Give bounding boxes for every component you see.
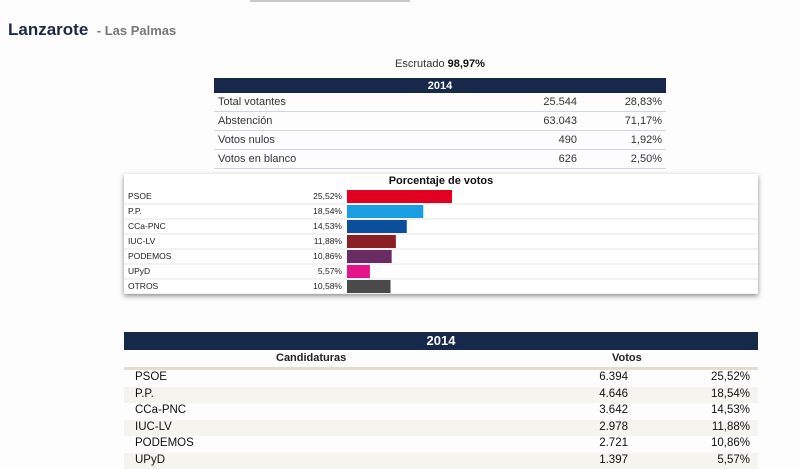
bar-otros bbox=[347, 280, 391, 293]
value-label: 5,57% bbox=[318, 266, 343, 276]
table-row: PODEMOS 2.721 10,86% bbox=[124, 436, 758, 453]
party-pct: 18,54% bbox=[711, 388, 750, 400]
category-label: UPyD bbox=[128, 266, 150, 276]
summary-table: 2014 Total votantes 25.544 28,83% Absten… bbox=[214, 78, 666, 169]
party-pct: 25,52% bbox=[711, 371, 750, 383]
table-row: Votos en blanco 626 2,50% bbox=[214, 150, 666, 169]
table-row: CCa-PNC 3.642 14,53% bbox=[124, 403, 758, 420]
scrutiny-label: Escrutado bbox=[395, 58, 445, 70]
value-label: 11,88% bbox=[314, 236, 343, 246]
top-divider bbox=[250, 0, 410, 2]
party-name: IUC-LV bbox=[135, 421, 172, 433]
value-label: 25,52% bbox=[313, 191, 342, 201]
table-row: P.P. 4.646 18,54% bbox=[124, 387, 758, 404]
value-label: 18,54% bbox=[313, 206, 342, 216]
bar-cca-pnc bbox=[347, 220, 407, 233]
results-column-headers: Candidaturas Votos bbox=[124, 350, 758, 370]
bar-psoe bbox=[347, 190, 452, 203]
column-header-candidaturas: Candidaturas bbox=[276, 352, 346, 364]
party-votes: 3.642 bbox=[599, 404, 628, 416]
party-name: PODEMOS bbox=[135, 437, 194, 449]
scrutiny-value: 98,97% bbox=[448, 58, 485, 70]
summary-pct: 71,17% bbox=[581, 112, 666, 131]
region-title: Lanzarote bbox=[8, 20, 88, 39]
page-header: Lanzarote - Las Palmas bbox=[8, 20, 176, 40]
results-table: 2014 Candidaturas Votos PSOE 6.394 25,52… bbox=[124, 332, 758, 469]
category-label: P.P. bbox=[128, 206, 142, 216]
bar-podemos bbox=[347, 250, 392, 263]
summary-label: Abstención bbox=[214, 112, 467, 131]
category-label: PSOE bbox=[128, 191, 152, 201]
party-name: P.P. bbox=[135, 388, 154, 400]
results-year-header: 2014 bbox=[124, 332, 758, 350]
party-votes: 4.646 bbox=[599, 388, 628, 400]
summary-pct: 28,83% bbox=[581, 93, 666, 112]
value-label: 10,86% bbox=[313, 251, 342, 261]
party-pct: 11,88% bbox=[712, 421, 750, 433]
table-row: Total votantes 25.544 28,83% bbox=[214, 93, 666, 112]
category-label: OTROS bbox=[128, 281, 159, 291]
party-votes: 2.978 bbox=[599, 421, 628, 433]
party-votes: 2.721 bbox=[599, 437, 628, 449]
party-name: UPyD bbox=[135, 454, 165, 466]
summary-value: 490 bbox=[467, 131, 581, 150]
table-row: Abstención 63.043 71,17% bbox=[214, 112, 666, 131]
category-label: CCa-PNC bbox=[128, 221, 166, 231]
table-row: UPyD 1.397 5,57% bbox=[124, 453, 758, 469]
results-rows: PSOE 6.394 25,52% P.P. 4.646 18,54% CCa-… bbox=[124, 370, 758, 469]
province-subtitle: - Las Palmas bbox=[97, 23, 177, 38]
party-votes: 1.397 bbox=[599, 454, 628, 466]
bar-chart-canvas: PSOE 25,52% P.P. 18,54% CCa-PNC 14,53% IUC-LV 1… bbox=[124, 174, 758, 294]
category-label: PODEMOS bbox=[128, 251, 172, 261]
table-row: Votos nulos 490 1,92% bbox=[214, 131, 666, 150]
value-label: 14,53% bbox=[313, 221, 342, 231]
party-name: CCa-PNC bbox=[135, 404, 186, 416]
category-label: IUC-LV bbox=[128, 236, 156, 246]
party-votes: 6.394 bbox=[599, 371, 628, 383]
bar-p-p- bbox=[347, 205, 423, 218]
summary-value: 626 bbox=[467, 150, 581, 169]
summary-label: Votos nulos bbox=[214, 131, 467, 150]
scrutiny-status: Escrutado 98,97% bbox=[214, 58, 666, 70]
summary-label: Votos en blanco bbox=[214, 150, 467, 169]
summary-value: 63.043 bbox=[467, 112, 581, 131]
table-row: PSOE 6.394 25,52% bbox=[124, 370, 758, 387]
party-pct: 5,57% bbox=[717, 454, 750, 466]
summary-value: 25.544 bbox=[467, 93, 581, 112]
summary-pct: 2,50% bbox=[581, 150, 666, 169]
column-header-votos: Votos bbox=[612, 352, 642, 364]
value-label: 10,58% bbox=[313, 281, 342, 291]
party-pct: 14,53% bbox=[711, 404, 750, 416]
summary-year-header: 2014 bbox=[214, 78, 666, 93]
table-row: IUC-LV 2.978 11,88% bbox=[124, 420, 758, 437]
summary-pct: 1,92% bbox=[581, 131, 666, 150]
party-pct: 10,86% bbox=[711, 437, 750, 449]
bar-iuc-lv bbox=[347, 235, 396, 248]
party-name: PSOE bbox=[135, 371, 167, 383]
bar-upyd bbox=[347, 265, 370, 278]
summary-label: Total votantes bbox=[214, 93, 467, 112]
